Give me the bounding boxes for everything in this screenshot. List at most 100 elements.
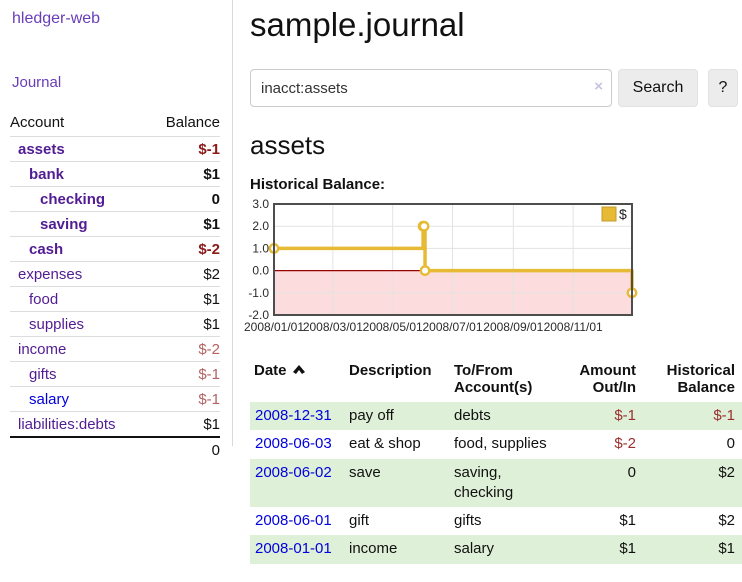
transaction-balance: $-1 (713, 407, 735, 424)
account-name-cell: salary (10, 386, 149, 412)
account-heading: assets (250, 130, 326, 160)
account-balance: $1 (148, 161, 220, 187)
main-content: sample.journal × Search ? assets Histori… (244, 0, 742, 564)
account-name-cell: expenses (10, 261, 149, 287)
search-bar: × Search ? (250, 69, 742, 107)
transaction-date-cell: 2008-06-02 (250, 459, 345, 508)
account-balance: $-2 (148, 336, 220, 362)
accounts-total-spacer (10, 436, 149, 463)
transaction-date-link[interactable]: 2008-01-01 (255, 540, 332, 558)
legend-label: $ (619, 206, 627, 222)
y-tick-label: 1.0 (252, 241, 269, 255)
account-row: bank $1 (10, 161, 220, 187)
register-row: 2008-12-31 pay off debts $-1 $-1 (250, 402, 742, 431)
transaction-balance: $2 (718, 512, 735, 529)
transaction-date-cell: 2008-12-31 (250, 402, 345, 430)
sidebar-item-journal[interactable]: Journal (12, 74, 62, 91)
account-row: salary $-1 (10, 386, 220, 412)
accounts-column-header: To/From Account(s) (454, 362, 533, 396)
account-name-cell: saving (10, 211, 149, 237)
balance-column-header-register: Historical Balance (666, 362, 735, 396)
transaction-accounts: food, supplies (454, 435, 547, 453)
y-tick-label: 2.0 (252, 219, 269, 233)
amount-column-header: Amount Out/In (579, 362, 636, 396)
accounts-table: Account Balance assets $-1 bank $1 checking 0… (10, 112, 220, 463)
accounts-table-header: Account Balance (10, 112, 220, 137)
x-tick-label: 2008/07/01 (422, 320, 482, 334)
chart-title: Historical Balance: (250, 176, 386, 193)
transaction-balance: $1 (718, 540, 735, 558)
page-title: sample.journal (250, 6, 465, 43)
account-row: food $1 (10, 286, 220, 312)
account-link[interactable]: food (29, 290, 59, 308)
search-button[interactable]: Search (618, 69, 698, 107)
transaction-description: income (349, 540, 398, 558)
transaction-date-link[interactable]: 2008-06-02 (255, 463, 332, 481)
account-name-cell: food (10, 286, 149, 312)
y-tick-label: 0.0 (252, 264, 269, 278)
x-tick-label: 2008/01/01 (244, 320, 304, 334)
transaction-description: eat & shop (349, 435, 421, 453)
register-row: 2008-06-03 eat & shop food, supplies $-2 0 (250, 430, 742, 458)
account-link[interactable]: expenses (18, 265, 83, 283)
account-balance: $-1 (148, 136, 220, 162)
sort-ascending-icon (292, 365, 305, 374)
register-row: 2008-01-01 income salary $1 $1 (250, 535, 742, 564)
account-balance: $-2 (148, 236, 220, 262)
account-link[interactable]: income (18, 340, 67, 358)
accounts-total-value: 0 (148, 436, 220, 463)
y-tick-label: 3.0 (252, 198, 269, 211)
account-name-cell: gifts (10, 361, 149, 387)
account-name-cell: cash (10, 236, 149, 262)
help-button[interactable]: ? (708, 69, 738, 107)
account-balance: $-1 (148, 386, 220, 412)
transaction-date-cell: 2008-06-03 (250, 430, 345, 458)
description-column-header: Description (349, 362, 432, 379)
account-balance: $1 (148, 411, 220, 437)
plot-border (273, 203, 633, 316)
account-link[interactable]: liabilities:debts (18, 415, 116, 433)
legend-swatch (601, 206, 617, 222)
accounts-total-row: 0 (10, 436, 220, 463)
x-tick-label: 2008/05/01 (363, 320, 423, 334)
sidebar: hledger-web Journal Account Balance asse… (0, 0, 233, 463)
transaction-date-cell: 2008-01-01 (250, 535, 345, 563)
account-row: liabilities:debts $1 (10, 411, 220, 437)
account-link[interactable]: cash (29, 240, 64, 258)
account-balance: $1 (148, 311, 220, 337)
account-link[interactable]: supplies (29, 315, 85, 333)
transaction-balance: 0 (726, 435, 735, 453)
register-row: 2008-06-01 gift gifts $1 $2 (250, 507, 742, 535)
account-link[interactable]: assets (18, 140, 65, 158)
account-link[interactable]: saving (40, 215, 88, 233)
transaction-date-link[interactable]: 2008-06-01 (255, 512, 332, 529)
register-table: Date Description To/From Account(s) Amou… (250, 360, 742, 564)
account-link[interactable]: salary (29, 390, 70, 408)
transaction-date-link[interactable]: 2008-06-03 (255, 435, 332, 453)
transaction-amount: $-2 (614, 435, 636, 453)
transaction-date-link[interactable]: 2008-12-31 (255, 407, 332, 424)
clear-search-icon[interactable]: × (594, 78, 603, 95)
account-name-cell: supplies (10, 311, 149, 337)
search-input[interactable] (250, 69, 612, 107)
transaction-amount: $1 (619, 540, 636, 558)
register-row: 2008-06-02 save saving, checking 0 $2 (250, 458, 742, 508)
account-row: income $-2 (10, 336, 220, 362)
account-row: checking 0 (10, 186, 220, 212)
account-link[interactable]: gifts (29, 365, 57, 383)
account-row: gifts $-1 (10, 361, 220, 387)
account-name-cell: liabilities:debts (10, 411, 149, 437)
data-point-marker (418, 220, 430, 232)
date-column-header[interactable]: Date (250, 360, 345, 402)
transaction-accounts: debts (454, 407, 491, 424)
transaction-description: pay off (349, 407, 394, 424)
transaction-amount: 0 (627, 463, 636, 481)
account-link[interactable]: bank (29, 165, 65, 183)
transaction-description: gift (349, 512, 370, 529)
transaction-description: save (349, 463, 381, 481)
y-tick-label: -1.0 (248, 286, 269, 300)
app-title-link[interactable]: hledger-web (12, 10, 101, 27)
search-input-wrap: × (250, 69, 612, 107)
account-link[interactable]: checking (40, 190, 106, 208)
account-balance: $1 (148, 286, 220, 312)
